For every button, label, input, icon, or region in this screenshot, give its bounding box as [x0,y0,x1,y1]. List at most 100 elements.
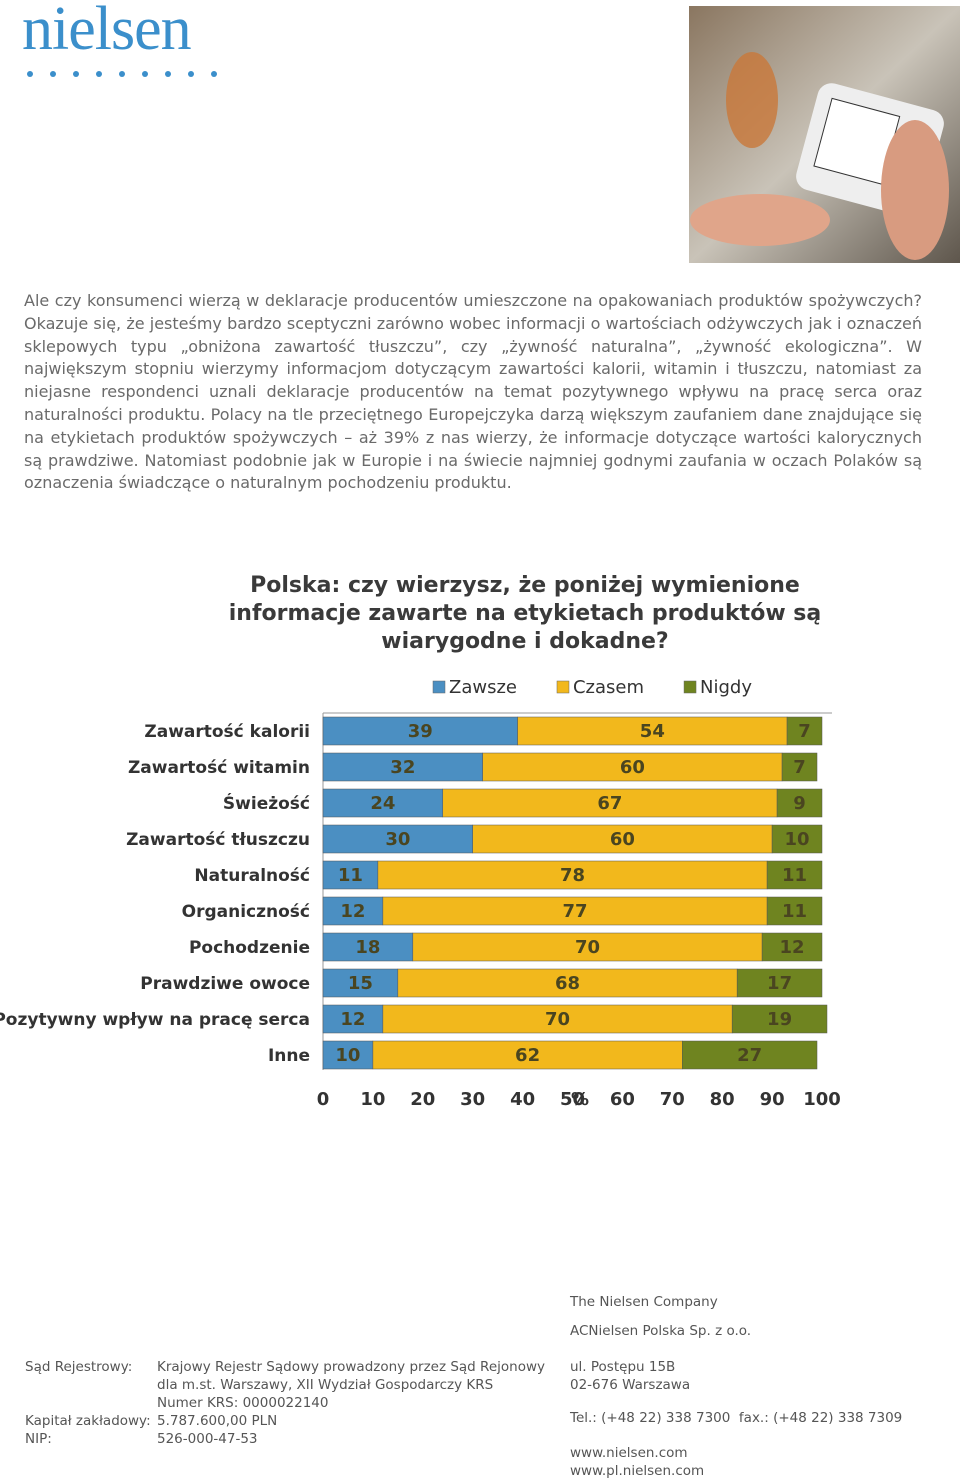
bar [781,752,818,782]
x-tick-label: 30 [460,1089,485,1110]
label: Kapitał zakładowy: [25,1413,151,1429]
category-label: Organiczność [182,902,310,922]
bar [382,896,768,926]
data-label: 19 [767,1009,792,1030]
web: www.nielsen.com [570,1445,688,1461]
bar [761,932,823,962]
data-label: 11 [782,901,807,922]
bar [412,932,763,962]
category-label: Prawdziwe owoce [140,974,310,994]
bar [682,1040,818,1070]
data-label: 70 [545,1009,570,1030]
legend-swatch [432,680,446,694]
x-axis-label: % [571,1089,589,1110]
bar [322,1040,374,1070]
category-label: Pozytywny wpływ na pracę serca [0,1010,310,1030]
data-label: 67 [597,793,622,814]
bar [736,968,823,998]
data-label: 10 [335,1045,360,1066]
chart-title: Polska: czy wierzysz, że poniżej wymieni… [228,573,822,654]
bar [322,824,473,854]
chart: 0 10 20 30 40 50 60 70 80 90 100% Zawsze Czasem Nigdy… [0,677,841,1110]
data-label: 12 [340,1009,365,1030]
data-label: 39 [408,721,433,742]
court-line: dla m.st. Warszawy, XII Wydział Gospodar… [157,1377,494,1393]
legend-label: Nigdy [700,677,752,698]
data-label: 11 [338,865,363,886]
label: NIP: [25,1431,52,1447]
court-line: Numer KRS: 0000022140 [157,1395,329,1411]
bar [442,788,778,818]
data-label: 7 [793,757,806,778]
x-tick-label: 90 [760,1089,785,1110]
category-label: Zawartość witamin [128,758,310,778]
x-tick-label: 0 [317,1089,330,1110]
legend-label: Czasem [573,677,644,698]
category-label: Naturalność [194,866,310,886]
bar [322,860,379,890]
legend-swatch [683,680,697,694]
data-label: 11 [782,865,807,886]
data-label: 68 [555,973,580,994]
data-label: 32 [390,757,415,778]
bar [731,1004,828,1034]
data-label: 18 [355,937,380,958]
data-label: 78 [560,865,585,886]
bar [517,716,788,746]
category-label: Zawartość kalorii [144,722,310,742]
bar [372,1040,683,1070]
x-tick-label: 40 [510,1089,535,1110]
data-label: 70 [575,937,600,958]
data-label: 9 [793,793,806,814]
data-label: 10 [785,829,810,850]
data-label: 77 [562,901,587,922]
data-label: 60 [620,757,645,778]
data-label: 54 [640,721,665,742]
paragraph: Ale czy konsumenci wierzą w deklaracje p… [24,291,922,493]
company: The Nielsen Company [570,1294,718,1310]
category-label: Pochodzenie [189,938,310,958]
bar [766,896,823,926]
data-label: 7 [798,721,811,742]
bar [397,968,738,998]
entity: ACNielsen Polska Sp. z o.o. [570,1323,752,1339]
bar [786,716,823,746]
x-tick-label: 80 [710,1089,735,1110]
x-tick-label: 70 [660,1089,685,1110]
category-label: Inne [268,1046,310,1066]
bar [766,860,823,890]
phone: Tel.: (+48 22) 338 7300 fax.: (+48 22) 3… [570,1410,903,1426]
nip: 526-000-47-53 [157,1431,258,1447]
logo-dots [27,71,217,77]
bar [377,860,768,890]
data-label: 12 [340,901,365,922]
data-label: 60 [610,829,635,850]
bar [322,752,483,782]
category-label: Zawartość tłuszczu [126,830,310,850]
bar [322,896,384,926]
data-label: 62 [515,1045,540,1066]
bar [322,968,399,998]
x-tick-label: 10 [360,1089,385,1110]
capital: 5.787.600,00 PLN [157,1413,278,1429]
street: ul. Postępu 15B [570,1359,676,1375]
x-tick-label: 50 [560,1089,585,1110]
data-label: 12 [780,937,805,958]
bar [482,752,783,782]
city: 02-676 Warszawa [570,1377,691,1393]
x-tick-label: 20 [410,1089,435,1110]
data-label: 27 [737,1045,762,1066]
photo [689,6,960,263]
x-tick-label: 60 [610,1089,635,1110]
bar [322,1004,384,1034]
legend-swatch [556,680,570,694]
data-label: 30 [385,829,410,850]
logo: nielsen [22,0,192,63]
bar [322,788,444,818]
court-line: Krajowy Rejestr Sądowy prowadzony przez … [157,1359,545,1375]
bar [472,824,773,854]
bar [771,824,823,854]
bar [322,932,414,962]
